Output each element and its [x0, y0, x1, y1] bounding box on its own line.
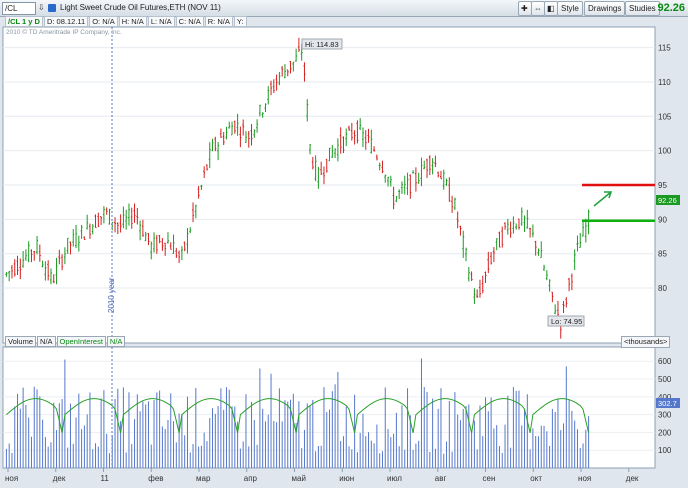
- volume-tick-label: 300: [658, 411, 672, 420]
- volume-tick-label: 400: [658, 393, 672, 402]
- oi-legend-label[interactable]: OpenInterest: [56, 336, 106, 347]
- x-tick-label: июн: [339, 474, 354, 483]
- chart-area[interactable]: 80 85 90 95 100 105 110 115 100 200 300 400 500 600 …: [0, 17, 688, 486]
- price-tick-label: 100: [658, 147, 672, 156]
- price-tick-label: 80: [658, 284, 667, 293]
- volume-tick-label: 500: [658, 375, 672, 384]
- x-tick-label: дек: [626, 474, 639, 483]
- volume-legend-value: N/A: [37, 336, 56, 347]
- volume-legend-label[interactable]: Volume: [5, 336, 37, 347]
- oi-legend-value: N/A: [106, 336, 126, 347]
- volume-tag: [656, 398, 680, 408]
- studies-button[interactable]: Studies: [625, 1, 660, 16]
- x-tick-label: июл: [387, 474, 402, 483]
- x-tick-label: ноя: [5, 474, 18, 483]
- close-readout: C: N/A: [175, 16, 204, 27]
- futures-icon: [48, 4, 56, 12]
- trend-arrow-head: [604, 191, 613, 199]
- crosshair-icon[interactable]: ✚: [518, 1, 532, 16]
- year-label: 2010 year: [107, 277, 116, 313]
- open-readout: O: N/A: [89, 16, 118, 27]
- copyright: 2010 © TD Ameritrade IP Company, Inc.: [6, 29, 122, 36]
- x-axis-labels: ноя дек 11 фев мар апр май июн июл авг сен окт ноя де…: [5, 468, 639, 483]
- x-tick-label: ноя: [578, 474, 591, 483]
- zoom-icon[interactable]: ⇔: [531, 1, 545, 16]
- volume-tick-label: 600: [658, 357, 672, 366]
- price-tick-label: 110: [658, 78, 671, 87]
- x-tick-label: дек: [53, 474, 66, 483]
- instrument-name: Light Sweet Crude Oil Futures,ETH (NOV 1…: [60, 3, 221, 12]
- chart-toolbar: /CL ⇩ Light Sweet Crude Oil Futures,ETH …: [0, 0, 688, 17]
- y-readout: Y:: [233, 16, 247, 27]
- symbol-input[interactable]: /CL: [2, 2, 36, 15]
- drawing-icon[interactable]: ◧: [544, 1, 558, 16]
- lock-icon[interactable]: ⇩: [38, 3, 45, 12]
- drawings-button-label: Drawings: [588, 4, 622, 13]
- lo-label: Lo: 74.95: [551, 317, 582, 326]
- range-readout: R: N/A: [204, 16, 233, 27]
- lo-label-box: [547, 315, 585, 327]
- price-tag-text: 92.26: [658, 196, 677, 205]
- hi-label-box: [301, 38, 343, 50]
- open-interest-line: [6, 398, 590, 434]
- hi-label: Hi: 114.83: [305, 40, 339, 49]
- date-readout: D: 08.12.11: [43, 16, 89, 27]
- price-tick-label: 115: [658, 44, 671, 53]
- x-tick-label: авг: [435, 474, 447, 483]
- volume-bars: [5, 358, 590, 468]
- price-tick-label: 85: [658, 250, 667, 259]
- chart-header: /CL 1 y D D: 08.12.11 O: N/A H: N/A L: N…: [5, 16, 247, 27]
- x-tick-label: окт: [530, 474, 542, 483]
- low-readout: L: N/A: [147, 16, 175, 27]
- study-label[interactable]: /CL 1 y D: [5, 16, 43, 27]
- price-tick-label: 105: [658, 112, 672, 121]
- x-tick-label: сен: [483, 474, 496, 483]
- trend-arrow[interactable]: [593, 191, 612, 207]
- x-tick-label: 11: [101, 474, 110, 483]
- x-tick-label: мар: [196, 474, 211, 483]
- volume-tick-label: 200: [658, 428, 672, 437]
- price-tick-label: 90: [658, 215, 667, 224]
- high-readout: H: N/A: [118, 16, 147, 27]
- volume-tick-label: 100: [658, 446, 672, 455]
- price-levels: [582, 183, 655, 222]
- last-price: 92.26: [657, 2, 685, 14]
- volume-legend: Volume N/A OpenInterest N/A: [5, 336, 126, 347]
- units-label: <thousands>: [621, 336, 671, 348]
- style-button[interactable]: Style: [557, 1, 583, 16]
- drawings-button[interactable]: Drawings: [584, 1, 626, 16]
- price-tag: [656, 195, 680, 205]
- x-tick-label: апр: [244, 474, 258, 483]
- volume-tag-text: 302.7: [658, 399, 677, 408]
- price-tick-label: 95: [658, 181, 667, 190]
- x-tick-label: фев: [148, 474, 163, 483]
- style-button-label: Style: [561, 4, 579, 13]
- x-tick-label: май: [292, 474, 306, 483]
- studies-button-label: Studies: [629, 4, 656, 13]
